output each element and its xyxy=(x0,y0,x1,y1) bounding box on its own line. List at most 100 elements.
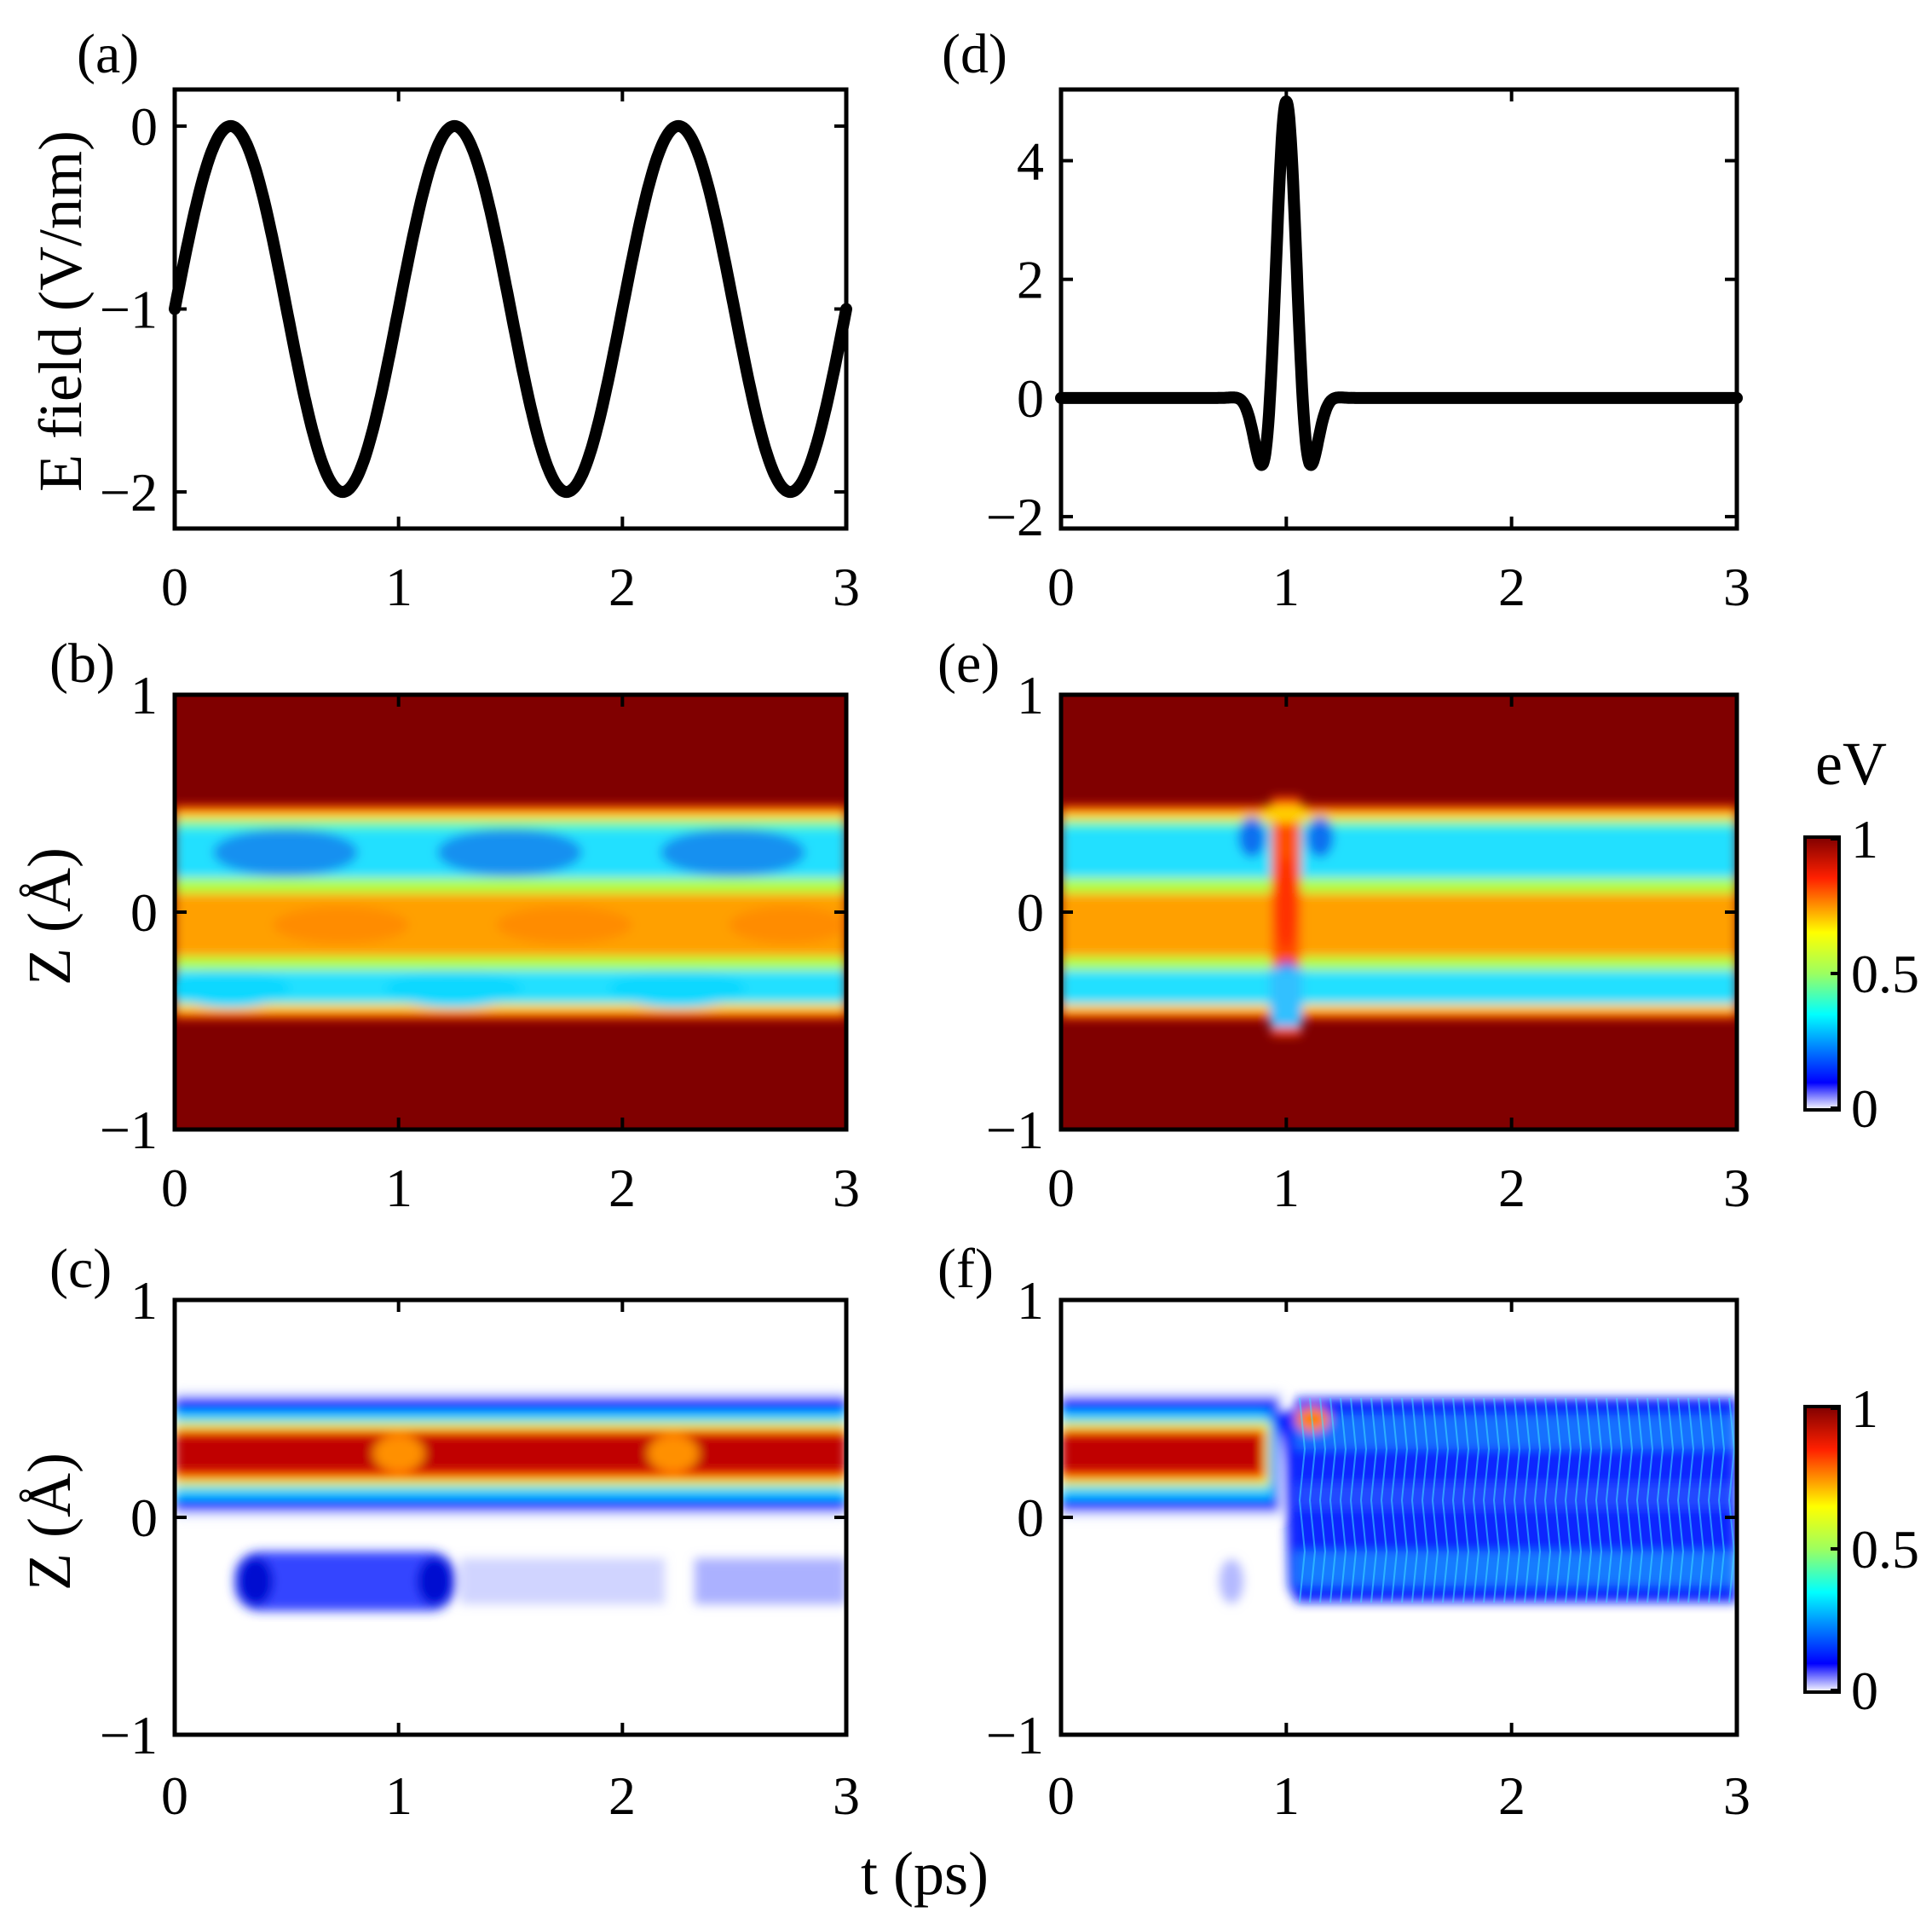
panel-c-heatmap xyxy=(175,1300,846,1735)
panel-a-ytick: 0 xyxy=(130,96,158,157)
panel-b-xtick: 0 xyxy=(161,1158,188,1218)
panel-f-xtick: 3 xyxy=(1723,1765,1750,1826)
panel-d-ticks xyxy=(1059,90,1739,529)
oscillation-stripe xyxy=(1339,1397,1347,1603)
panel-e-xtick: 0 xyxy=(1047,1158,1075,1218)
colorbar-bottom-tick: 0 xyxy=(1851,1661,1878,1721)
panel-e-xtick: 3 xyxy=(1723,1158,1750,1218)
oscillation-stripe xyxy=(1687,1397,1695,1603)
oscillation-stripe xyxy=(1441,1397,1450,1603)
panel-d-ytick: −2 xyxy=(986,487,1044,547)
oscillation-stripe xyxy=(1472,1397,1480,1603)
oscillation-stripe xyxy=(1625,1397,1634,1603)
panel-a-label: (a) xyxy=(77,23,139,85)
panel-d-xtick: 2 xyxy=(1498,557,1525,617)
colorbar-top: eV 1 0.5 0 xyxy=(1803,730,1919,1139)
panel-c-xtick: 0 xyxy=(161,1765,188,1826)
panel-a-xtick: 3 xyxy=(833,557,860,617)
oscillation-stripe xyxy=(1707,1397,1716,1603)
panel-f-heatmap xyxy=(1061,1300,1737,1735)
panel-e: (e) 0 1 2 xyxy=(937,633,1750,1218)
oscillation-stripe xyxy=(1584,1397,1593,1603)
panel-a-ylabel: E field (V/nm) xyxy=(26,130,95,492)
panel-e-heatmap xyxy=(1061,695,1737,1129)
oscillation-stripe xyxy=(1400,1397,1409,1603)
panel-f-ticks xyxy=(1059,1298,1739,1736)
colorbar-bottom: 1 0.5 0 xyxy=(1803,1378,1919,1721)
panel-e-ticks xyxy=(1059,693,1739,1131)
oscillation-stripe xyxy=(1390,1397,1399,1603)
oscillation-stripe xyxy=(1298,1397,1306,1603)
panel-a-ytick: −1 xyxy=(100,280,158,340)
panel-b-ytick: 0 xyxy=(130,882,158,943)
shared-xlabel: t (ps) xyxy=(861,1840,989,1908)
panel-b-ylabel: Z (Å) xyxy=(15,847,84,985)
oscillation-stripe xyxy=(1308,1397,1317,1603)
oscillation-stripe xyxy=(1666,1397,1675,1603)
panel-e-xtick: 2 xyxy=(1498,1158,1525,1218)
panel-e-label: (e) xyxy=(937,633,1000,695)
colorbar-top-title: eV xyxy=(1815,730,1887,798)
panel-d-xtick: 0 xyxy=(1047,557,1075,617)
panel-d-label: (d) xyxy=(942,23,1007,85)
panel-c-xtick: 2 xyxy=(608,1765,636,1826)
oscillation-stripe xyxy=(1492,1397,1501,1603)
panel-c-ytick: 1 xyxy=(130,1270,158,1331)
panel-a-xtick: 1 xyxy=(385,557,412,617)
oscillation-stripe xyxy=(1564,1397,1572,1603)
oscillation-stripe xyxy=(1421,1397,1429,1603)
panel-c-xtick: 3 xyxy=(833,1765,860,1826)
panel-b-ytick: 1 xyxy=(130,665,158,725)
panel-f-xtick: 0 xyxy=(1047,1765,1075,1826)
panel-b-xtick: 2 xyxy=(608,1158,636,1218)
panel-a-ticks xyxy=(173,90,848,529)
panel-a-ytick: −2 xyxy=(100,462,158,523)
panel-d-ytick: 4 xyxy=(1017,131,1044,192)
panel-a: (a) 0 1 2 3 −2 −1 0 E field (V/nm) xyxy=(26,23,860,617)
oscillation-stripe xyxy=(1697,1397,1705,1603)
panel-d-series-line xyxy=(1055,95,1743,471)
colorbar-top-tick: 1 xyxy=(1851,809,1878,869)
panel-c-ylabel: Z (Å) xyxy=(15,1453,84,1591)
panel-d-ytick: 0 xyxy=(1017,368,1044,429)
oscillation-stripe xyxy=(1574,1397,1583,1603)
panel-d-xtick: 3 xyxy=(1723,557,1750,617)
oscillation-stripe xyxy=(1462,1397,1470,1603)
panel-b-xtick: 1 xyxy=(385,1158,412,1218)
panel-e-xtick: 1 xyxy=(1272,1158,1300,1218)
oscillation-stripe xyxy=(1554,1397,1562,1603)
oscillation-stripe xyxy=(1717,1397,1726,1603)
panel-d-xtick: 1 xyxy=(1272,557,1300,617)
colorbar-bottom-tick: 1 xyxy=(1851,1378,1878,1439)
panel-f-xtick: 1 xyxy=(1272,1765,1300,1826)
oscillation-stripe xyxy=(1380,1397,1388,1603)
oscillation-stripe xyxy=(1513,1397,1521,1603)
panel-c: (c) 0 1 2 3 −1 0 xyxy=(15,1238,860,1826)
oscillation-stripe xyxy=(1451,1397,1460,1603)
panel-b-ticks xyxy=(173,693,848,1131)
oscillation-stripe xyxy=(1370,1397,1378,1603)
oscillation-stripe xyxy=(1635,1397,1644,1603)
oscillation-stripe xyxy=(1482,1397,1491,1603)
panel-f-ytick: 0 xyxy=(1017,1488,1044,1548)
oscillation-stripe xyxy=(1676,1397,1685,1603)
panel-c-xtick: 1 xyxy=(385,1765,412,1826)
oscillation-stripe xyxy=(1329,1397,1337,1603)
panel-b: (b) xyxy=(15,633,860,1218)
panel-b-heatmap xyxy=(175,695,846,1129)
panel-a-xtick: 2 xyxy=(608,557,636,617)
panel-f-ytick: 1 xyxy=(1017,1270,1044,1331)
oscillation-stripe xyxy=(1318,1397,1327,1603)
panel-a-xtick: 0 xyxy=(161,557,188,617)
panel-c-label: (c) xyxy=(49,1238,112,1300)
panel-e-ytick: 0 xyxy=(1017,882,1044,943)
colorbar-top-tick: 0 xyxy=(1851,1078,1878,1139)
oscillation-stripe xyxy=(1727,1397,1736,1603)
panel-a-series-line xyxy=(169,119,852,499)
panel-c-ytick: 0 xyxy=(130,1488,158,1548)
panel-b-label: (b) xyxy=(49,633,115,695)
oscillation-stripe xyxy=(1605,1397,1613,1603)
oscillation-stripe xyxy=(1502,1397,1511,1603)
panel-d-ytick: 2 xyxy=(1017,250,1044,310)
